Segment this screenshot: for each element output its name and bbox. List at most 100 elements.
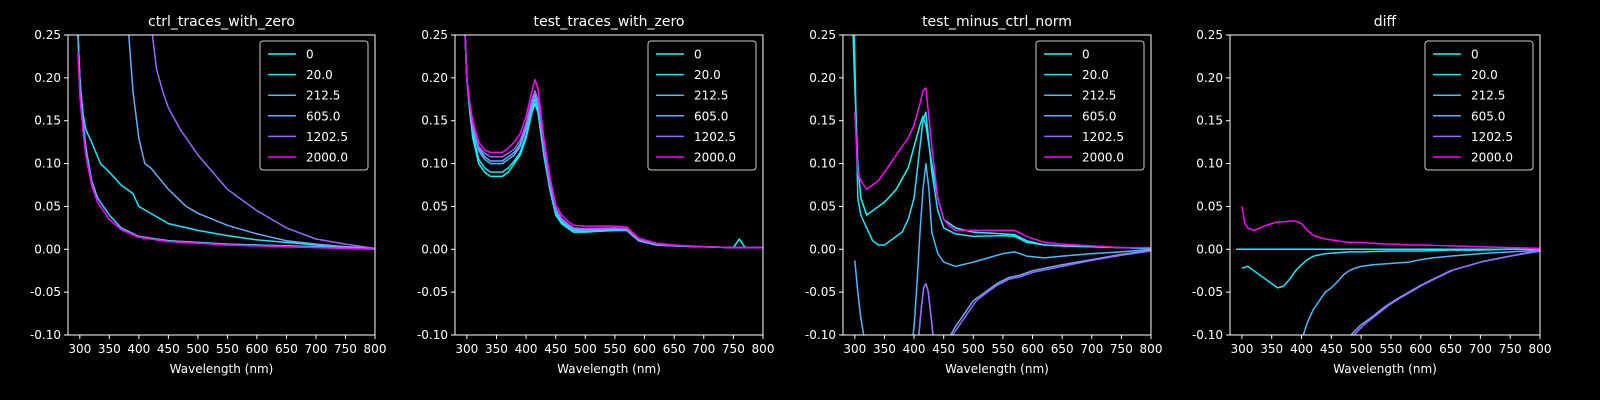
- x-tick-label: 450: [932, 342, 955, 356]
- x-tick-label: 550: [1380, 342, 1403, 356]
- series-line-605.0: [950, 249, 1151, 335]
- x-tick-label: 300: [1230, 342, 1253, 356]
- legend-entry: 0: [1471, 48, 1479, 62]
- legend-entry: 20.0: [1082, 68, 1109, 82]
- y-tick-label: 0.20: [1196, 71, 1223, 85]
- series-line-2000.0: [1241, 206, 1540, 250]
- series-lines: [464, 35, 763, 249]
- legend: 0 20.0 212.5 605.0 1202.5 2000.0: [259, 40, 369, 171]
- axes-frame: [454, 34, 764, 336]
- y-tick-label: 0.15: [421, 114, 448, 128]
- series-line-605.0: [128, 35, 375, 250]
- series-line-1202.5: [951, 250, 1151, 335]
- legend-entry: 2000.0: [1082, 151, 1124, 165]
- x-tick-label: 450: [157, 342, 180, 356]
- y-tick-label: 0.00: [34, 242, 61, 256]
- y-tick-label: -0.10: [30, 328, 61, 342]
- chart-title: test_traces_with_zero: [534, 14, 685, 30]
- y-tick-label: 0.20: [34, 71, 61, 85]
- legend-entry: 1202.5: [1471, 130, 1513, 144]
- x-tick-label: 750: [722, 342, 745, 356]
- legend-entry: 1202.5: [306, 130, 348, 144]
- legend: 0 20.0 212.5 605.0 1202.5 2000.0: [647, 40, 757, 171]
- legend-entry: 212.5: [1082, 89, 1116, 103]
- y-tick-label: -0.10: [417, 328, 448, 342]
- x-tick-label: 500: [186, 342, 209, 356]
- x-tick-label: 650: [1439, 342, 1462, 356]
- legend-entry: 212.5: [694, 89, 728, 103]
- x-tick-label: 300: [455, 342, 478, 356]
- y-tick-label: 0.25: [34, 28, 61, 42]
- x-tick-label: 700: [1080, 342, 1103, 356]
- series-line-212.5: [77, 35, 375, 250]
- series-line-212.5: [912, 162, 1151, 335]
- y-tick-label: 0.00: [809, 242, 836, 256]
- y-tick-label: -0.05: [1192, 285, 1223, 299]
- series-line-20.0: [77, 35, 375, 250]
- legend-frame: [259, 40, 369, 171]
- y-tick-label: 0.15: [34, 114, 61, 128]
- x-tick-label: 400: [127, 342, 150, 356]
- series-line-1202.5: [151, 35, 375, 250]
- y-tick-label: -0.10: [805, 328, 836, 342]
- y-tick-label: 0.00: [1196, 242, 1223, 256]
- y-tick-label: 0.10: [421, 157, 448, 171]
- x-tick-label: 600: [1021, 342, 1044, 356]
- legend-entry: 0: [1082, 48, 1090, 62]
- x-tick-label: 400: [1290, 342, 1313, 356]
- chart-panel-3: 300 350 400 450 500 550 600 650 700 750 800 -0.10 -0…: [805, 14, 1163, 376]
- legend-entry: 2000.0: [306, 151, 348, 165]
- y-tick-label: -0.05: [417, 285, 448, 299]
- x-tick-label: 750: [1110, 342, 1133, 356]
- x-axis-label: Wavelength (nm): [557, 362, 661, 376]
- legend-frame: [647, 40, 757, 171]
- x-tick-label: 350: [873, 342, 896, 356]
- x-tick-label: 700: [305, 342, 328, 356]
- x-tick-label: 400: [903, 342, 926, 356]
- series-line-2000.0: [464, 35, 763, 249]
- x-tick-label: 650: [663, 342, 686, 356]
- legend-entry: 20.0: [694, 68, 721, 82]
- x-tick-label: 800: [364, 342, 387, 356]
- series-lines: [77, 35, 375, 251]
- axes-frame: [842, 34, 1152, 336]
- legend-entry: 212.5: [1471, 89, 1505, 103]
- x-tick-label: 450: [544, 342, 567, 356]
- x-tick-label: 700: [692, 342, 715, 356]
- legend-entry: 20.0: [1471, 68, 1498, 82]
- legend-entry: 1202.5: [1082, 130, 1124, 144]
- y-tick-label: -0.05: [30, 285, 61, 299]
- chart-title: test_minus_ctrl_norm: [922, 14, 1072, 30]
- y-tick-label: 0.05: [809, 199, 836, 213]
- y-tick-label: -0.10: [1192, 328, 1223, 342]
- x-tick-label: 500: [962, 342, 985, 356]
- series-line-1202.5: [1353, 249, 1540, 335]
- x-tick-label: 700: [1469, 342, 1492, 356]
- x-tick-label: 350: [1260, 342, 1283, 356]
- x-tick-label: 750: [1499, 342, 1522, 356]
- series-line-212.5: [854, 260, 865, 335]
- series-line-212.5: [1302, 249, 1540, 335]
- legend-entry: 0: [306, 48, 314, 62]
- chart-panel-4: 300 350 400 450 500 550 600 650 700 750 800 -0.10 -0…: [1192, 14, 1552, 376]
- legend-entry: 0: [694, 48, 702, 62]
- x-tick-label: 300: [68, 342, 91, 356]
- legend-entry: 2000.0: [1471, 151, 1513, 165]
- y-tick-label: 0.25: [809, 28, 836, 42]
- chart-title: ctrl_traces_with_zero: [148, 14, 295, 30]
- series-line-1202.5: [918, 282, 934, 335]
- legend-entry: 605.0: [694, 109, 728, 123]
- series-line-20.0: [853, 35, 1151, 250]
- legend-entry: 2000.0: [694, 151, 736, 165]
- legend-entry: 605.0: [306, 109, 340, 123]
- x-tick-label: 800: [752, 342, 775, 356]
- series-line-2000.0: [854, 87, 1151, 249]
- x-tick-label: 800: [1140, 342, 1163, 356]
- axes-frame: [67, 34, 376, 336]
- y-tick-label: 0.10: [809, 157, 836, 171]
- y-tick-label: 0.10: [34, 157, 61, 171]
- series-line-2000.0: [77, 52, 375, 251]
- x-tick-label: 300: [843, 342, 866, 356]
